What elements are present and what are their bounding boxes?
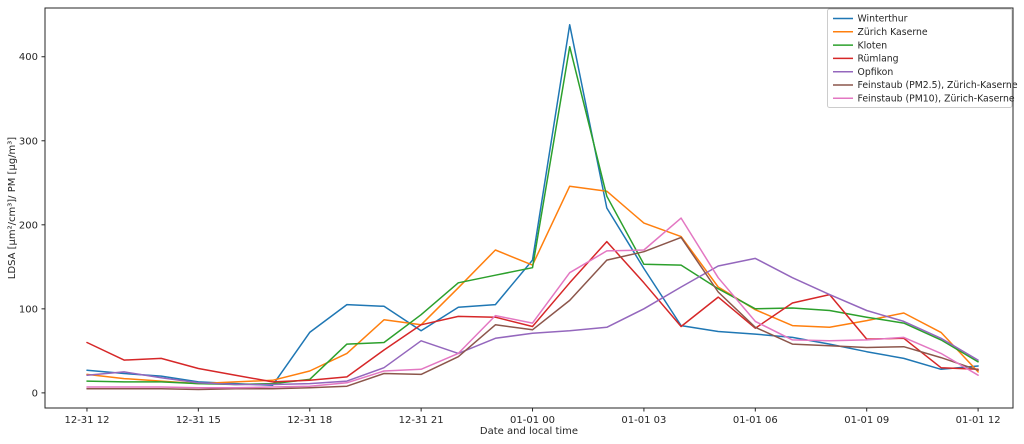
legend-box (827, 8, 1013, 108)
x-tick-label: 12-31 15 (176, 415, 221, 426)
y-tick-label: 0 (32, 388, 38, 399)
x-tick-label: 01-01 00 (510, 415, 555, 426)
legend-label: Kloten (858, 40, 888, 51)
x-axis-label: Date and local time (480, 426, 578, 437)
legend-label: Opfikon (858, 67, 894, 78)
legend-label: Winterthur (858, 14, 908, 25)
x-tick-label: 12-31 12 (64, 415, 109, 426)
plot-border (44, 7, 1014, 409)
legend: Winterthur Zürich Kaserne Kloten Rümlang Opf… (827, 8, 1018, 108)
legend-item: Winterthur (833, 14, 908, 25)
x-tick-label: 12-31 21 (399, 415, 444, 426)
legend-label: Feinstaub (PM2.5), Zürich-Kaserne (858, 80, 1018, 91)
legend-item: Zürich Kaserne (833, 27, 928, 38)
legend-item: Kloten (833, 40, 887, 51)
y-tick-label: 100 (19, 304, 38, 315)
x-tick-label: 01-01 06 (733, 415, 778, 426)
x-tick-label: 01-01 12 (956, 415, 1001, 426)
legend-item: Feinstaub (PM10), Zürich-Kaserne (833, 94, 1015, 105)
y-axis-label: LDSA [μm²/cm³]/ PM [μg/m³] (7, 137, 18, 279)
x-tick-label: 12-31 18 (287, 415, 332, 426)
series-line-feinstaub-pm10-z-rich-kaserne (86, 217, 979, 389)
series-line-r-mlang (86, 240, 979, 383)
legend-item: Feinstaub (PM2.5), Zürich-Kaserne (833, 80, 1018, 91)
series-line-feinstaub-pm2-5-z-rich-kaserne (86, 236, 979, 391)
y-tick-label: 200 (19, 220, 38, 231)
legend-label: Rümlang (858, 54, 899, 65)
x-tick-label: 01-01 09 (844, 415, 889, 426)
y-tick-label: 400 (19, 52, 38, 63)
series-line-opfikon (86, 257, 979, 386)
series-line-z-rich-kaserne (86, 185, 979, 385)
legend-label: Zürich Kaserne (858, 27, 928, 38)
x-tick-label: 01-01 03 (621, 415, 666, 426)
y-tick-label: 300 (19, 136, 38, 147)
legend-item: Rümlang (833, 54, 899, 65)
series-line-winterthur (86, 24, 979, 387)
legend-label: Feinstaub (PM10), Zürich-Kaserne (858, 94, 1015, 105)
legend-item: Opfikon (833, 67, 893, 78)
